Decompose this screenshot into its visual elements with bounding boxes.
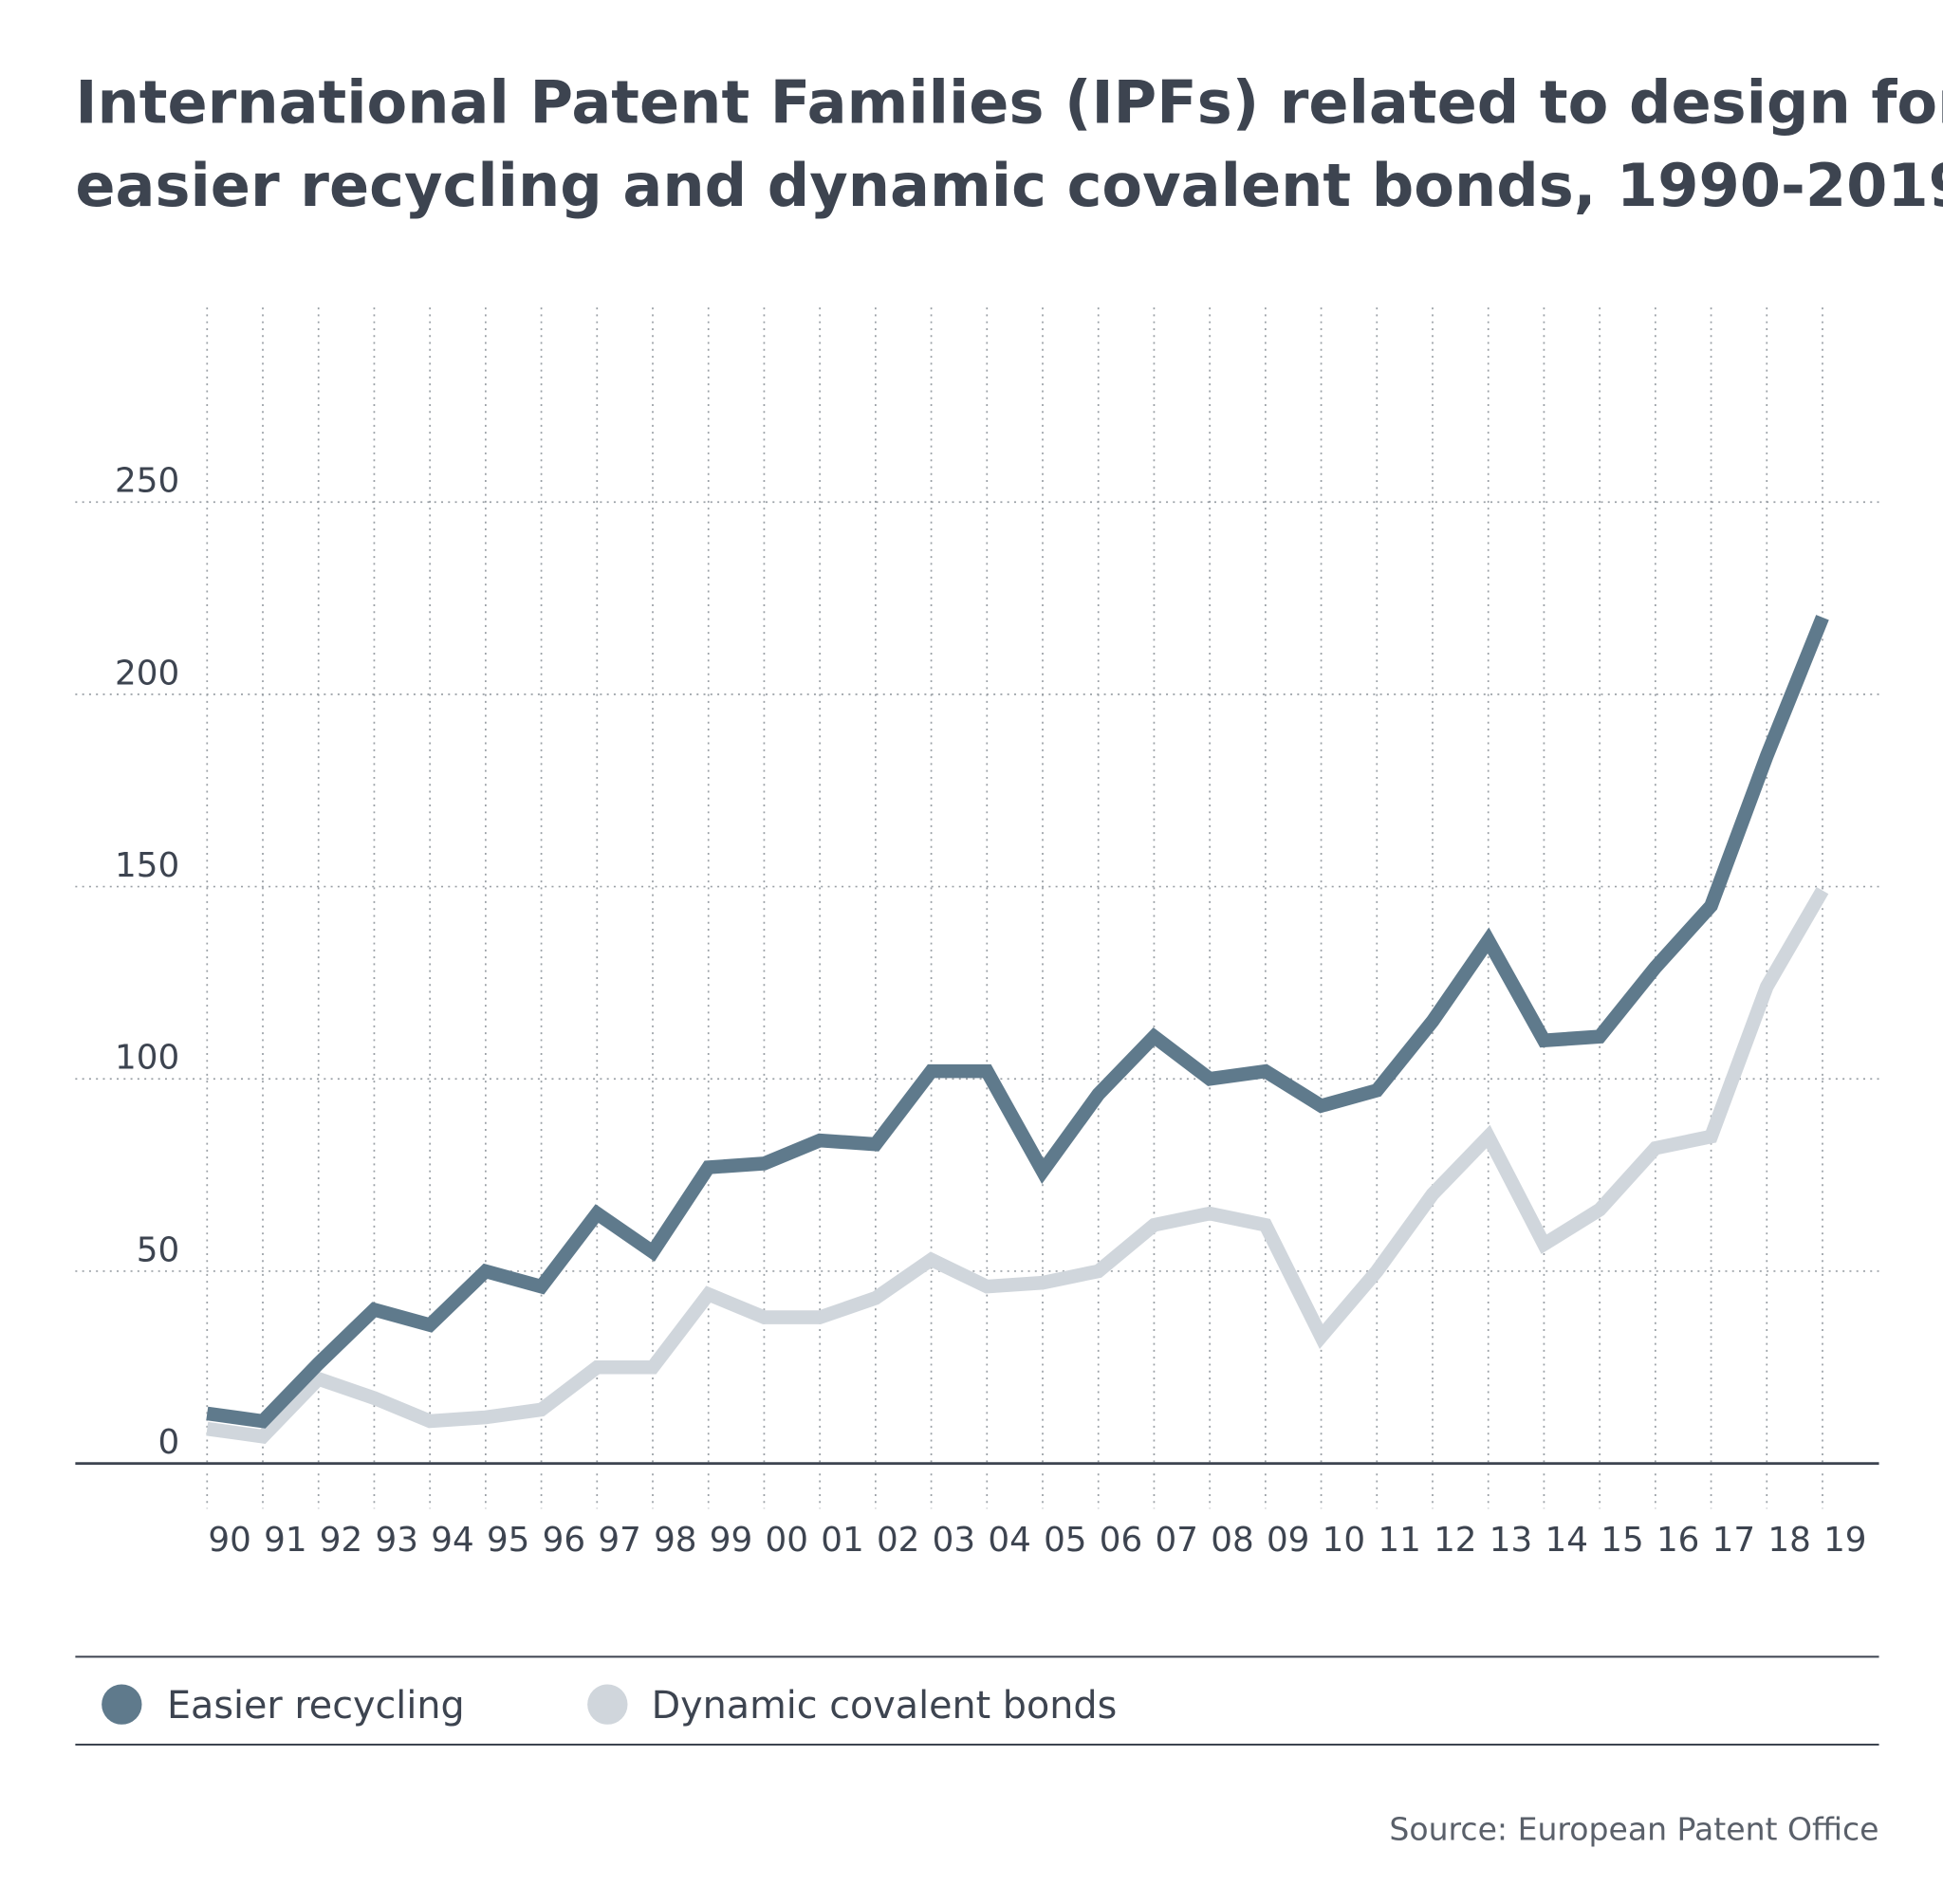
y-tick-label: 200 bbox=[115, 654, 179, 693]
x-tick-label: 07 bbox=[1156, 1521, 1198, 1560]
x-tick-label: 16 bbox=[1656, 1521, 1699, 1560]
x-tick-label: 91 bbox=[264, 1521, 306, 1560]
y-tick-label: 250 bbox=[115, 462, 179, 501]
legend-swatch-dynamic-covalent-bonds bbox=[587, 1684, 628, 1725]
grid bbox=[75, 307, 1879, 1509]
source-note: Source: European Patent Office bbox=[1389, 1811, 1878, 1848]
y-tick-label: 0 bbox=[157, 1423, 179, 1462]
legend-swatch-easier-recycling bbox=[102, 1684, 142, 1725]
legend-label-easier-recycling: Easier recycling bbox=[167, 1684, 465, 1728]
x-tick-label: 94 bbox=[431, 1521, 473, 1560]
x-tick-label: 92 bbox=[320, 1521, 362, 1560]
y-tick-label: 100 bbox=[115, 1039, 179, 1078]
y-axis-ticks: 0 50 100 150 200 250 bbox=[115, 462, 179, 1462]
series-line-easier-recycling bbox=[206, 615, 1829, 1429]
x-tick-label: 09 bbox=[1267, 1521, 1309, 1560]
x-tick-label: 99 bbox=[710, 1521, 752, 1560]
x-tick-label: 98 bbox=[654, 1521, 696, 1560]
x-tick-label: 96 bbox=[543, 1521, 585, 1560]
x-tick-label: 02 bbox=[877, 1521, 919, 1560]
x-tick-label: 14 bbox=[1545, 1521, 1588, 1560]
x-tick-label: 19 bbox=[1823, 1521, 1866, 1560]
series-line-dynamic-covalent-bonds bbox=[206, 886, 1829, 1444]
chart-title-line-1: International Patent Families (IPFs) rel… bbox=[75, 68, 1943, 138]
y-tick-label: 150 bbox=[115, 846, 179, 885]
x-tick-label: 15 bbox=[1601, 1521, 1643, 1560]
x-tick-label: 10 bbox=[1323, 1521, 1365, 1560]
x-tick-label: 11 bbox=[1378, 1521, 1420, 1560]
x-tick-label: 12 bbox=[1434, 1521, 1476, 1560]
x-tick-label: 05 bbox=[1044, 1521, 1086, 1560]
x-tick-label: 13 bbox=[1490, 1521, 1532, 1560]
x-tick-label: 08 bbox=[1211, 1521, 1253, 1560]
x-tick-label: 93 bbox=[376, 1521, 418, 1560]
x-tick-label: 97 bbox=[598, 1521, 640, 1560]
x-tick-label: 06 bbox=[1100, 1521, 1142, 1560]
x-tick-label: 17 bbox=[1712, 1521, 1755, 1560]
x-tick-label: 95 bbox=[487, 1521, 529, 1560]
y-tick-label: 50 bbox=[137, 1230, 179, 1269]
series-lines bbox=[206, 615, 1829, 1444]
x-tick-label: 03 bbox=[933, 1521, 975, 1560]
x-tick-label: 90 bbox=[208, 1521, 250, 1560]
legend: Easier recycling Dynamic covalent bonds bbox=[102, 1684, 1117, 1728]
x-tick-label: 01 bbox=[821, 1521, 863, 1560]
x-tick-label: 04 bbox=[988, 1521, 1030, 1560]
x-tick-label: 18 bbox=[1767, 1521, 1810, 1560]
chart-title-line-2: easier recycling and dynamic covalent bo… bbox=[75, 151, 1943, 220]
x-tick-label: 00 bbox=[766, 1521, 808, 1560]
x-axis-ticks: 90 91 92 93 94 95 96 97 98 99 00 01 02 03 04 05 06 07 08 09… bbox=[208, 1521, 1866, 1560]
legend-label-dynamic-covalent-bonds: Dynamic covalent bonds bbox=[652, 1684, 1118, 1728]
